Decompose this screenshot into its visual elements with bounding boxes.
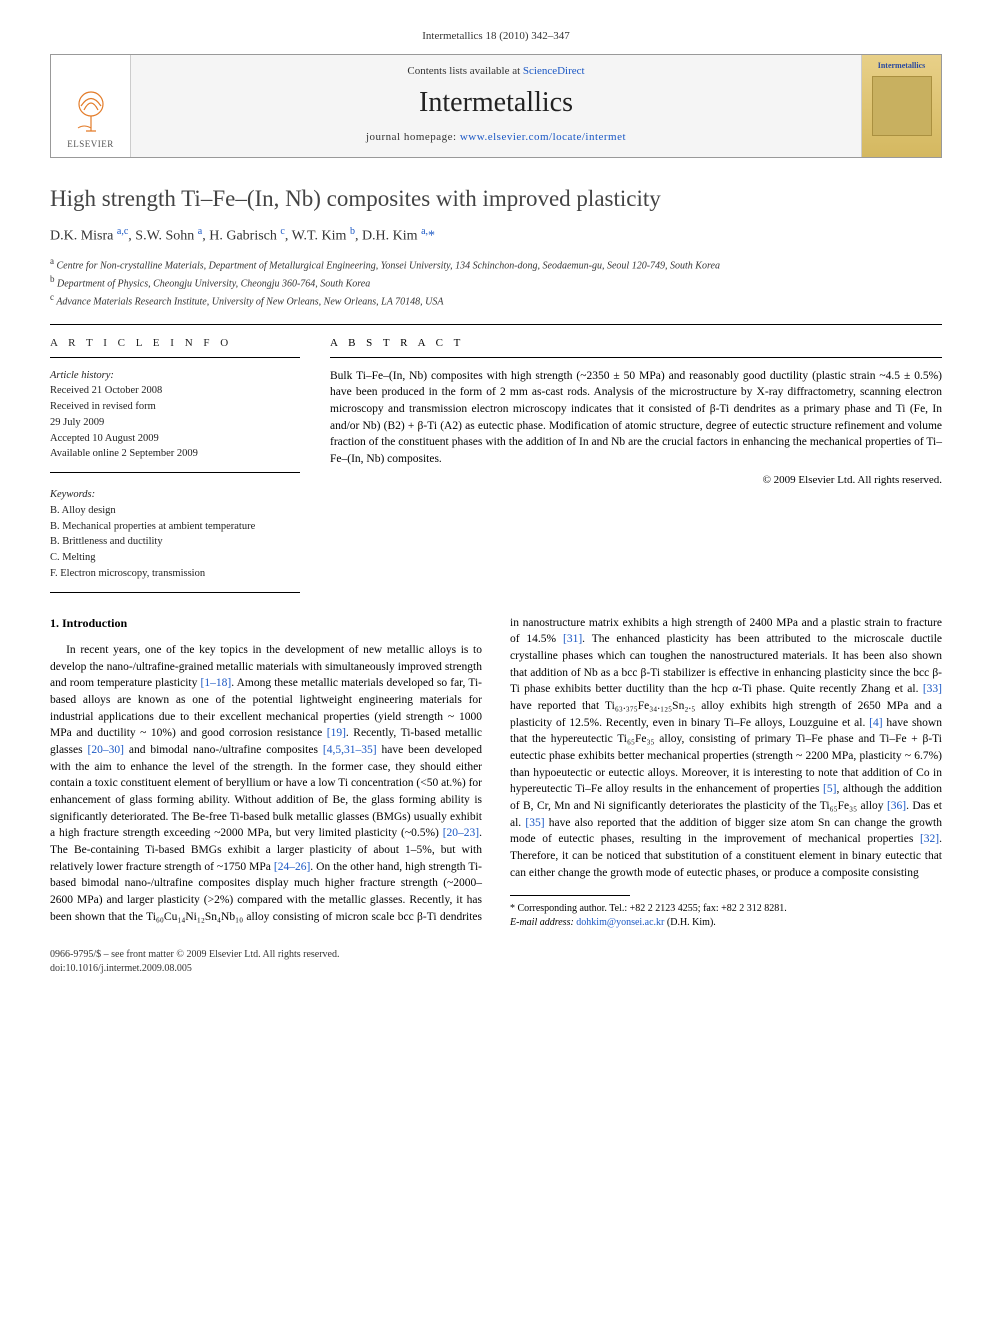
publisher-logo-block: ELSEVIER (51, 55, 131, 157)
front-matter-line: 0966-9795/$ – see front matter © 2009 El… (50, 948, 942, 962)
affiliations: a Centre for Non-crystalline Materials, … (50, 255, 942, 310)
history-line: Accepted 10 August 2009 (50, 431, 300, 447)
sciencedirect-link[interactable]: ScienceDirect (523, 65, 585, 77)
homepage-prefix: journal homepage: (366, 131, 460, 143)
keyword: B. Mechanical properties at ambient temp… (50, 519, 300, 535)
abstract-heading: A B S T R A C T (330, 337, 942, 358)
section-heading: 1. Introduction (50, 615, 482, 632)
keywords-block: Keywords: B. Alloy design B. Mechanical … (50, 487, 300, 593)
contents-prefix: Contents lists available at (407, 65, 522, 77)
abstract-column: A B S T R A C T Bulk Ti–Fe–(In, Nb) comp… (330, 337, 942, 593)
citation-ref[interactable]: [32] (920, 833, 939, 845)
citation-ref[interactable]: [20–30] (88, 744, 124, 756)
abstract-text: Bulk Ti–Fe–(In, Nb) composites with high… (330, 368, 942, 468)
email-address[interactable]: dohkim@yonsei.ac.kr (576, 917, 664, 928)
affiliation-b: b Department of Physics, Cheongju Univer… (50, 273, 942, 291)
article-info-column: A R T I C L E I N F O Article history: R… (50, 337, 300, 593)
email-label: E-mail address: (510, 917, 576, 928)
journal-name: Intermetallics (141, 87, 851, 119)
citation-ref[interactable]: [33] (923, 683, 942, 695)
keyword: B. Alloy design (50, 503, 300, 519)
authors-line: D.K. Misra a,c, S.W. Sohn a, H. Gabrisch… (50, 226, 942, 245)
journal-cover-thumb: Intermetallics (861, 55, 941, 157)
journal-banner: ELSEVIER Contents lists available at Sci… (50, 54, 942, 158)
article-body: 1. Introduction In recent years, one of … (50, 615, 942, 931)
article-title: High strength Ti–Fe–(In, Nb) composites … (50, 186, 942, 212)
citation-ref[interactable]: [1–18] (201, 677, 232, 689)
publisher-name: ELSEVIER (67, 139, 114, 149)
email-suffix: (D.H. Kim). (664, 917, 715, 928)
footnotes: * Corresponding author. Tel.: +82 2 2123… (510, 902, 942, 930)
citation-ref[interactable]: [4,5,31–35] (323, 744, 377, 756)
article-history: Article history: Received 21 October 200… (50, 368, 300, 474)
homepage-line: journal homepage: www.elsevier.com/locat… (141, 131, 851, 143)
affiliation-a: a Centre for Non-crystalline Materials, … (50, 255, 942, 273)
keyword: F. Electron microscopy, transmission (50, 566, 300, 582)
abstract-copyright: © 2009 Elsevier Ltd. All rights reserved… (330, 474, 942, 486)
keyword: B. Brittleness and ductility (50, 534, 300, 550)
affiliation-c: c Advance Materials Research Institute, … (50, 291, 942, 309)
citation-ref[interactable]: [31] (563, 633, 582, 645)
contents-available-line: Contents lists available at ScienceDirec… (141, 65, 851, 77)
citation-ref[interactable]: [5] (823, 783, 836, 795)
article-info-heading: A R T I C L E I N F O (50, 337, 300, 358)
history-line: Available online 2 September 2009 (50, 446, 300, 462)
info-abstract-row: A R T I C L E I N F O Article history: R… (50, 324, 942, 593)
citation-ref[interactable]: [35] (525, 817, 544, 829)
corresponding-author: * Corresponding author. Tel.: +82 2 2123… (510, 902, 942, 916)
keywords-label: Keywords: (50, 487, 300, 503)
bottom-bar: 0966-9795/$ – see front matter © 2009 El… (50, 948, 942, 976)
citation-ref[interactable]: [20–23] (443, 827, 479, 839)
citation-ref[interactable]: [4] (869, 717, 882, 729)
doi-line: doi:10.1016/j.intermet.2009.08.005 (50, 962, 942, 976)
cover-image (872, 76, 932, 136)
history-line: 29 July 2009 (50, 415, 300, 431)
history-line: Received 21 October 2008 (50, 383, 300, 399)
banner-center: Contents lists available at ScienceDirec… (131, 55, 861, 157)
keyword: C. Melting (50, 550, 300, 566)
citation-ref[interactable]: [19] (327, 727, 346, 739)
cover-title: Intermetallics (878, 61, 926, 70)
elsevier-tree-icon (66, 86, 116, 136)
history-line: Received in revised form (50, 399, 300, 415)
citation-ref[interactable]: [24–26] (274, 861, 310, 873)
header-citation: Intermetallics 18 (2010) 342–347 (50, 30, 942, 42)
body-paragraph: In recent years, one of the key topics i… (50, 615, 942, 931)
homepage-url[interactable]: www.elsevier.com/locate/intermet (460, 131, 626, 143)
history-label: Article history: (50, 368, 300, 384)
email-line: E-mail address: dohkim@yonsei.ac.kr (D.H… (510, 916, 942, 930)
citation-ref[interactable]: [36] (887, 800, 906, 812)
footnote-separator (510, 895, 630, 896)
